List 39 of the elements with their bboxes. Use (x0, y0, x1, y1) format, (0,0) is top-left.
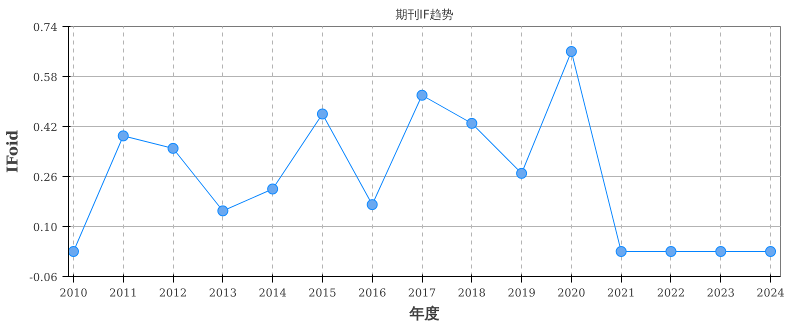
x-tick-label: 2017 (408, 286, 436, 300)
x-tick-label: 2010 (59, 286, 88, 300)
x-tick-label: 2020 (557, 286, 586, 300)
y-axis-title: IFoid (3, 129, 22, 174)
y-tick-label: -0.06 (29, 271, 58, 284)
y-tick-label: 0.74 (33, 21, 58, 34)
x-tick-label: 2018 (458, 286, 486, 300)
point (217, 205, 228, 216)
x-tick-label: 2015 (308, 286, 336, 300)
point (316, 108, 328, 120)
point (168, 142, 179, 154)
point (118, 130, 129, 142)
y-tick-label: 0.10 (33, 221, 58, 234)
point (715, 246, 726, 257)
point (665, 246, 676, 257)
point (765, 246, 776, 257)
x-tick-label: 2021 (607, 286, 636, 300)
x-tick-label: 2013 (208, 286, 237, 300)
x-tick-label: 2016 (358, 286, 386, 300)
point (416, 90, 428, 101)
x-tick-label: 2024 (756, 286, 785, 300)
y-tick-label: 0.42 (33, 121, 58, 134)
x-tick-label: 2022 (656, 286, 685, 300)
point (267, 184, 278, 194)
y-tick-label: 0.58 (33, 71, 58, 84)
x-tick-label: 2012 (159, 286, 188, 300)
point (566, 46, 577, 57)
x-tick-label: 2014 (258, 286, 287, 300)
chart-title: 期刊IF趋势 (395, 8, 454, 22)
y-tick-label: 0.26 (33, 171, 58, 184)
point (466, 118, 478, 129)
x-tick-label: 2011 (109, 286, 138, 300)
x-tick-label: 2023 (706, 286, 735, 300)
point (516, 168, 528, 179)
point (366, 199, 378, 210)
point (616, 246, 627, 257)
x-tick-label: 2019 (508, 286, 536, 300)
point (68, 246, 79, 257)
x-axis-title: 年度 (408, 304, 440, 322)
